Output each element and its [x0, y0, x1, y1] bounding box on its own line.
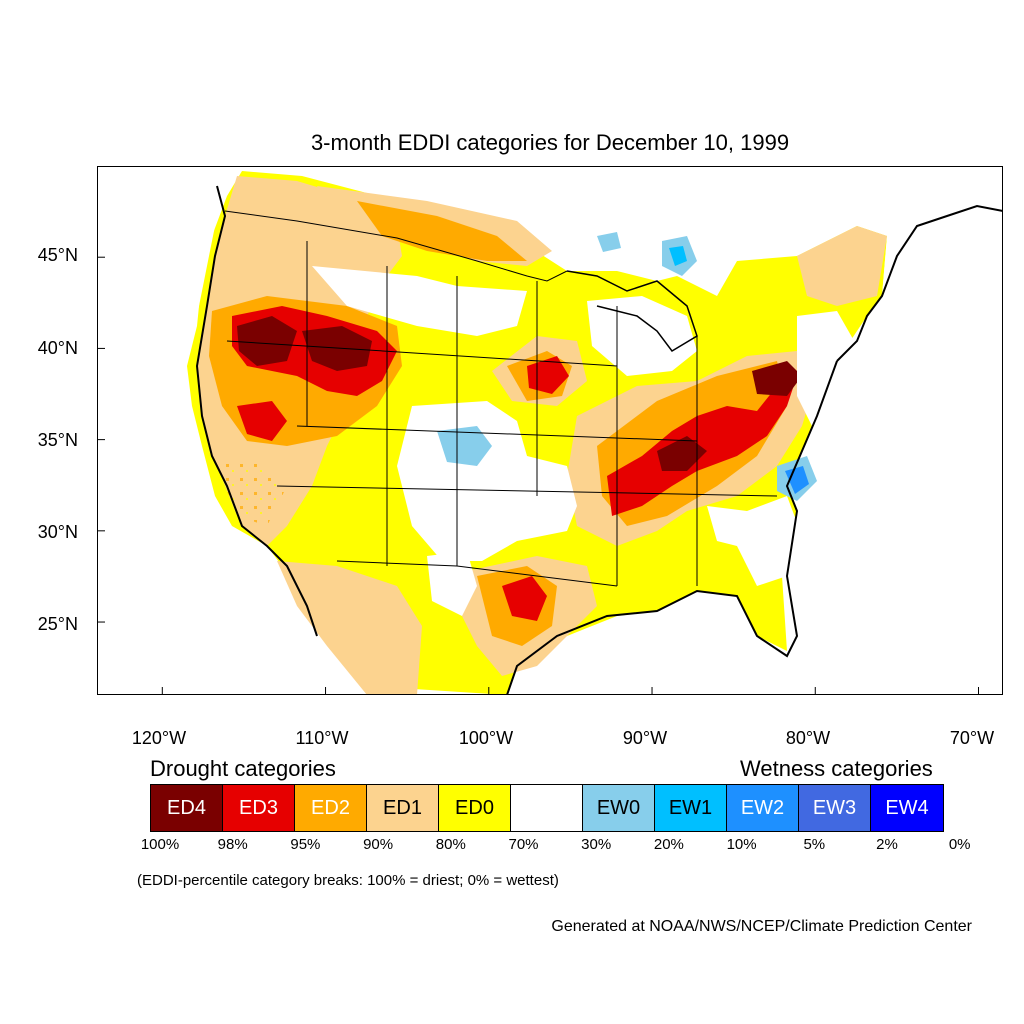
lat-label: 25°N [37, 614, 78, 634]
percent-break-label: 20% [653, 836, 684, 853]
region-ed3-ohiovalley [607, 376, 797, 516]
percent-break-label: 10% [726, 836, 757, 853]
legend-note: (EDDI-percentile category breaks: 100% =… [137, 872, 559, 889]
region-ew0-kansas [437, 426, 492, 466]
region-ew0-wisconsin [597, 232, 621, 252]
region-ed3-sierra [237, 401, 287, 441]
percent-break-label: 30% [581, 836, 612, 853]
percent-break-label: 98% [217, 836, 248, 853]
legend-swatch-ew0: EW0 [583, 785, 655, 831]
region-ed2-north [357, 201, 527, 261]
boundaries [195, 185, 1003, 695]
region-normal-southeast [707, 496, 802, 586]
lon-label: 80°W [785, 728, 831, 748]
percent-break-label: 95% [290, 836, 321, 853]
state-line-8 [296, 425, 698, 442]
percent-break-label: 0% [948, 836, 971, 853]
percent-break-label: 5% [803, 836, 826, 853]
lon-label: 120°W [131, 728, 187, 748]
legend-swatch-normal [511, 785, 583, 831]
axis-ticks [97, 256, 980, 695]
region-ew1-michigan [669, 246, 687, 266]
percent-break-label: 2% [876, 836, 898, 853]
region-normal-newengland [797, 311, 857, 426]
coastline-gulf [506, 360, 838, 695]
lat-label: 45°N [37, 245, 78, 265]
region-ed4-nevada [237, 316, 297, 366]
region-normal-dakotas [312, 266, 527, 336]
legend-swatch-ed2: ED2 [295, 785, 367, 831]
state-line-7 [226, 340, 618, 367]
drought-heading: Drought categories [150, 756, 336, 781]
percent-break-label: 100% [140, 836, 180, 853]
state-line-10 [336, 560, 618, 587]
map-border [97, 166, 1003, 695]
legend-swatch-ed4: ED4 [151, 785, 223, 831]
region-normal-greatlakes [587, 296, 697, 376]
lon-label: 110°W [295, 728, 349, 748]
lon-label: 100°W [458, 728, 514, 748]
percent-break-label: 80% [435, 836, 466, 853]
region-ew2-nc [785, 466, 809, 494]
region-ed4-ohio [752, 361, 802, 396]
lon-label: 90°W [622, 728, 668, 748]
legend-swatch-ew4: EW4 [871, 785, 943, 831]
map-title: 3-month EDDI categories for December 10,… [310, 130, 790, 155]
eddi-map [97, 166, 1003, 695]
lon-label: 70°W [949, 728, 995, 748]
non-conus-east-canada [882, 166, 1003, 326]
region-ed3-texas [502, 576, 547, 621]
region-ed1-southwest [277, 561, 422, 695]
coastline-west [195, 185, 318, 637]
credit-line: Generated at NOAA/NWS/NCEP/Climate Predi… [551, 918, 972, 935]
legend-swatch-ew3: EW3 [799, 785, 871, 831]
non-conus-north [97, 166, 242, 366]
lat-label: 35°N [37, 430, 78, 450]
legend-swatch-ew2: EW2 [727, 785, 799, 831]
state-line-9 [276, 485, 778, 497]
lat-label: 40°N [37, 338, 78, 358]
legend-colorbar: ED4 ED3 ED2 ED1 ED0 EW0 EW1 EW2 EW3 EW4 [150, 784, 944, 832]
data-field [97, 166, 1003, 695]
wetness-heading: Wetness categories [740, 756, 933, 781]
region-ed4-tennessee [657, 436, 707, 471]
legend-swatch-ed1: ED1 [367, 785, 439, 831]
legend-swatch-ew1: EW1 [655, 785, 727, 831]
percent-break-label: 90% [363, 836, 394, 853]
coastline-northeast [836, 204, 1003, 362]
percent-break-label: 70% [508, 836, 539, 853]
legend-swatch-ed0: ED0 [439, 785, 511, 831]
legend-swatch-ed3: ED3 [223, 785, 295, 831]
region-ed1-northeast [797, 226, 887, 306]
lat-label: 30°N [37, 522, 78, 542]
canada-border [224, 210, 568, 282]
